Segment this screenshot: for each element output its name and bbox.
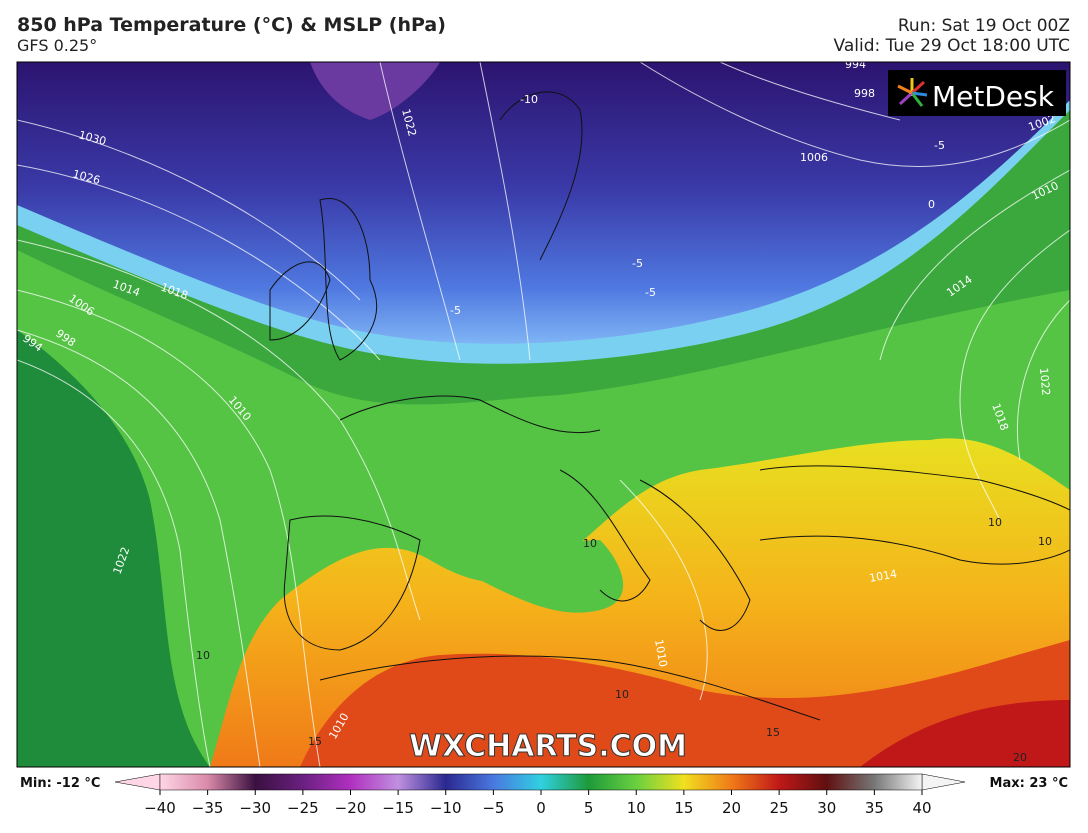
max-label: Max: 23 °C: [990, 776, 1068, 791]
watermark: WXCHARTS.COM: [409, 729, 687, 764]
colorbar-tick-label: 40: [912, 799, 931, 817]
valid-time: Valid: Tue 29 Oct 18:00 UTC: [834, 36, 1070, 56]
isotherm-labels: -10 -5 0 -5 -5 -5 10 10 10 10 10 15 15 2…: [196, 93, 1052, 764]
med-green: [480, 540, 624, 613]
isobar-label: 994: [845, 58, 866, 71]
colorbar-tick-label: 15: [674, 799, 693, 817]
isobars: [17, 62, 1070, 767]
map-frame: [16, 61, 1071, 768]
isotherm-label: 10: [988, 516, 1002, 529]
colorbar-tick-label: 10: [627, 799, 646, 817]
logo-text: MetDesk: [932, 80, 1055, 113]
isotherm-label: -10: [520, 93, 538, 106]
colorbar-tick-label: −25: [287, 799, 319, 817]
isobar-label: 1022: [1037, 367, 1052, 396]
colorbar-tick-label: −5: [482, 799, 504, 817]
hot-air: [300, 640, 1070, 767]
colorbar-tick-label: −15: [382, 799, 414, 817]
colorbar-tick-label: −20: [335, 799, 367, 817]
isotherm-label: 10: [583, 537, 597, 550]
isotherm-label: -5: [632, 257, 643, 270]
isotherm-label: -5: [450, 304, 461, 317]
hottest: [860, 700, 1070, 767]
isotherm-label: 15: [766, 726, 780, 739]
isotherm-label: 10: [1038, 535, 1052, 548]
very-cold: [310, 62, 440, 120]
colorbar-tick-label: −35: [192, 799, 224, 817]
colorbar-tick-label: −40: [144, 799, 176, 817]
colorbar-tick-label: 25: [770, 799, 789, 817]
isotherm-label: 20: [1013, 751, 1027, 764]
colorbar-tick-label: 20: [722, 799, 741, 817]
model: GFS 0.25°: [17, 36, 97, 55]
colorbar-low-arrow: [114, 773, 161, 791]
min-label: Min: -12 °C: [20, 776, 100, 791]
colorbar-tick-label: −30: [239, 799, 271, 817]
run-time: Run: Sat 19 Oct 00Z: [898, 16, 1070, 36]
map: 994 998 1006 1002 1010 1014 1018 1022 10…: [17, 58, 1070, 767]
colorbar-tick-label: −10: [430, 799, 462, 817]
colorbar-tick-label: 5: [584, 799, 594, 817]
colorbar-ticks: −40 −35 −30 −25 −20 −15 −10 −5 0 5 10 15 20 25 30 35 40: [144, 790, 932, 817]
isotherm-label: -5: [934, 139, 945, 152]
colorbar-tick-label: 35: [865, 799, 884, 817]
atlantic-green: [17, 330, 210, 767]
coastlines: [269, 91, 1070, 721]
isobar-label: 1010: [652, 638, 670, 668]
colorbar-tick-label: 0: [536, 799, 546, 817]
isobar-label: 998: [854, 87, 875, 100]
isobar-label: 1014: [868, 567, 898, 585]
colorbar-tick-label: 30: [817, 799, 836, 817]
isotherm-label: 15: [308, 735, 322, 748]
logo-icon: [897, 78, 928, 107]
colorbar: [159, 773, 923, 791]
isobar-label: 1006: [800, 151, 828, 164]
isotherm-label: -5: [645, 286, 656, 299]
isotherm-label: 10: [196, 649, 210, 662]
isotherm-label: 10: [615, 688, 629, 701]
title: 850 hPa Temperature (°C) & MSLP (hPa): [17, 14, 446, 36]
colorbar-high-arrow: [921, 773, 966, 791]
isotherm-label: 0: [928, 198, 935, 211]
